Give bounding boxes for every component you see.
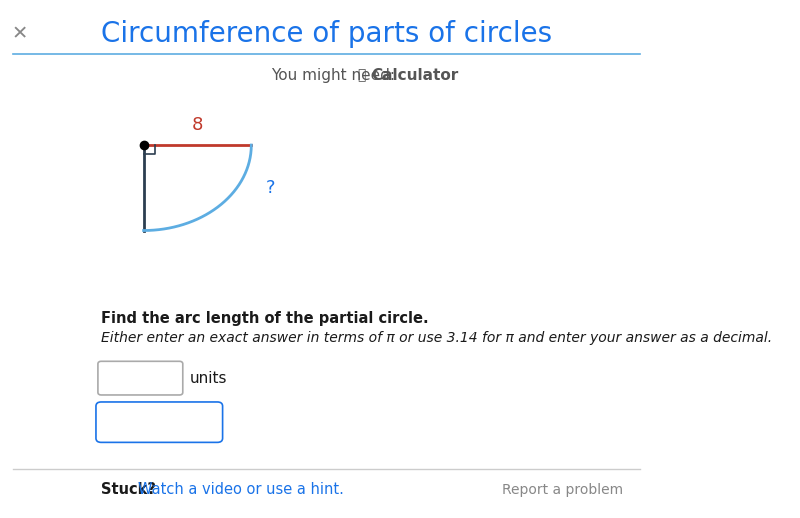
- Text: ✕: ✕: [11, 24, 28, 43]
- Text: Either enter an exact answer in terms of π or use 3.14 for π and enter your answ: Either enter an exact answer in terms of…: [101, 330, 772, 345]
- Text: 8: 8: [192, 116, 203, 134]
- Text: Show Calculator: Show Calculator: [100, 415, 218, 429]
- FancyBboxPatch shape: [96, 402, 222, 442]
- Text: Report a problem: Report a problem: [502, 482, 623, 497]
- Text: ?: ?: [266, 179, 275, 197]
- Text: Calculator: Calculator: [370, 68, 458, 82]
- Text: Circumference of parts of circles: Circumference of parts of circles: [101, 20, 552, 48]
- Text: Watch a video or use a hint.: Watch a video or use a hint.: [138, 482, 344, 497]
- Text: 🖩: 🖩: [357, 68, 366, 82]
- Text: Find the arc length of the partial circle.: Find the arc length of the partial circl…: [101, 311, 429, 326]
- Text: Stuck?: Stuck?: [101, 482, 156, 497]
- Text: You might need:: You might need:: [271, 68, 395, 82]
- FancyBboxPatch shape: [98, 362, 182, 395]
- Text: units: units: [190, 371, 227, 385]
